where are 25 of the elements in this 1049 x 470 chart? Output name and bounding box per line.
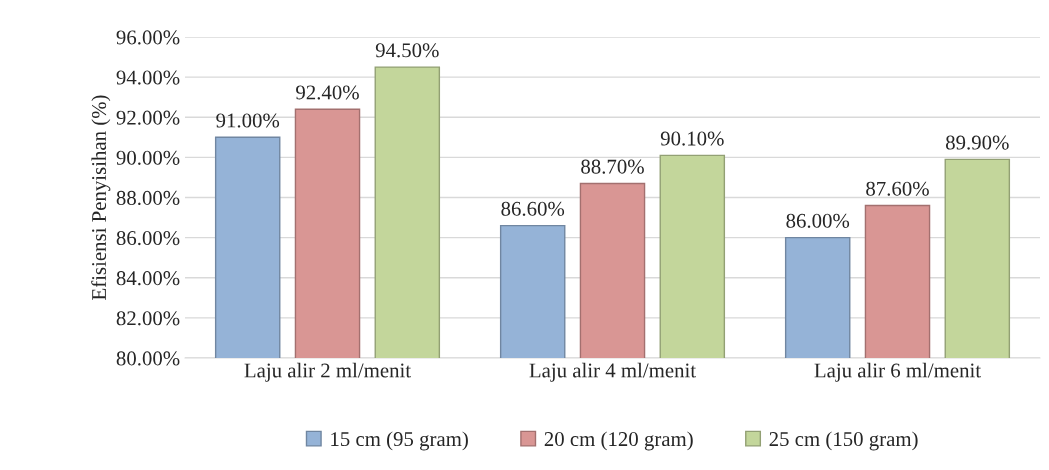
y-tick-label: 84.00%	[116, 271, 180, 286]
x-tick-label: Laju alir 6 ml/menit	[814, 362, 981, 382]
legend-label: 20 cm (120 gram)	[544, 431, 693, 451]
legend-label: 25 cm (150 gram)	[769, 431, 918, 451]
y-tick-label: 80.00%	[116, 351, 180, 366]
y-tick-label: 96.00%	[116, 30, 180, 45]
y-tick-label: 88.00%	[116, 190, 180, 206]
data-label: 87.60%	[866, 181, 929, 196]
data-label: 86.60%	[501, 201, 565, 216]
x-tick-label: Laju alir 2 ml/menit	[244, 362, 411, 382]
y-tick-label: 94.00%	[116, 70, 180, 85]
data-label: 89.90%	[945, 135, 1009, 150]
data-label: 91.00%	[216, 113, 280, 128]
x-tick-label: Laju alir 4 ml/menit	[529, 362, 696, 382]
data-label: 88.70%	[581, 159, 644, 174]
data-label: 94.50%	[375, 43, 439, 58]
y-tick-label: 90.00%	[116, 150, 180, 165]
y-tick-label: 92.00%	[116, 110, 180, 125]
legend-label: 15 cm (95 gram)	[331, 431, 468, 451]
data-label: 86.00%	[786, 213, 850, 228]
y-tick-label: 86.00%	[116, 231, 180, 246]
data-label: 92.40%	[296, 85, 359, 100]
y-tick-label: 82.00%	[116, 311, 180, 326]
data-label: 90.10%	[660, 131, 724, 146]
y-axis-title: Efisiensi Penyisihan (%)	[91, 95, 111, 300]
